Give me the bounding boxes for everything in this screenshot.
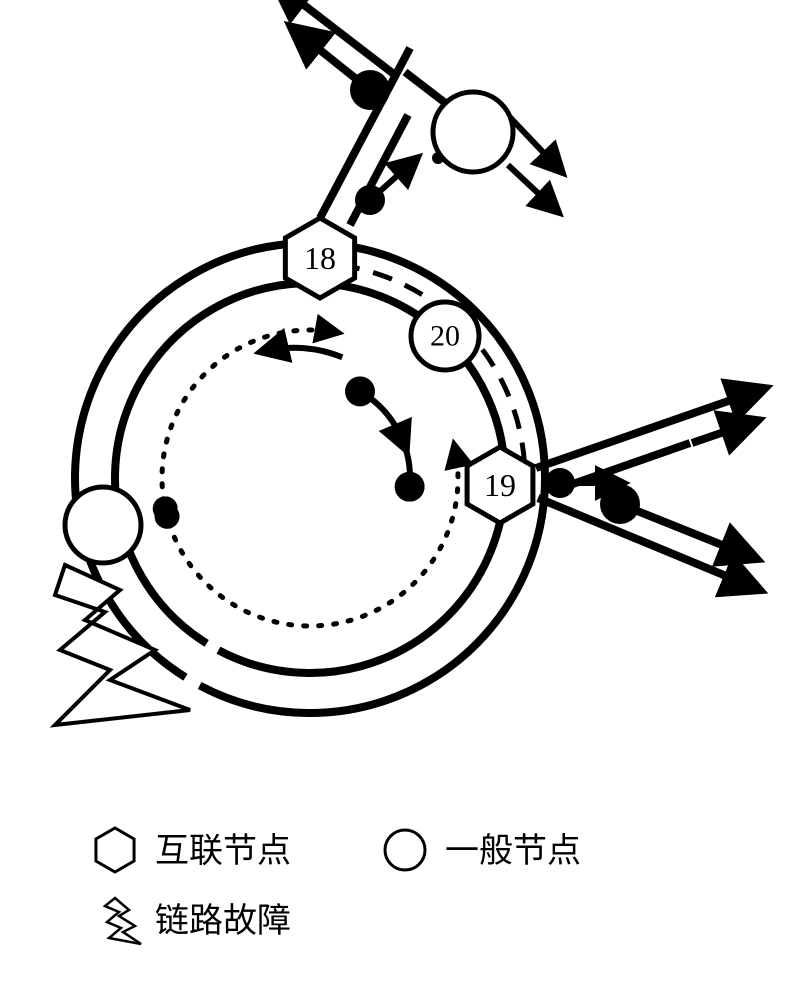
branch-top-left-inner	[295, 30, 370, 90]
dotted-arc-upper	[162, 330, 336, 516]
legend-circle-icon	[385, 830, 425, 870]
center-upper-arrow	[264, 348, 343, 358]
circle-node-20-label: 20	[430, 320, 460, 353]
legend-circle-label: 一般节点	[445, 832, 581, 870]
legend-hex-label: 互联节点	[155, 832, 291, 870]
branch-right-inner-upper-arrow	[692, 422, 753, 443]
legend-hex-icon	[96, 828, 134, 872]
hex-node-19-label: 19	[484, 467, 516, 503]
circle-node-left	[65, 487, 141, 563]
branch-top-to-circle	[405, 72, 448, 105]
network-diagram: 18 19 20 互联节点 一般节点链路故障	[0, 0, 785, 1000]
diagram-stage: 18 19 20 互联节点 一般节点链路故障	[0, 0, 785, 1000]
branch-right-inner-lower	[620, 504, 752, 557]
hex-node-18-label: 18	[304, 240, 336, 276]
circle-node-top	[433, 92, 513, 172]
lightning-icon	[55, 565, 190, 725]
legend-lightning-label: 链路故障	[155, 902, 291, 940]
branch-top-right-arrow2	[508, 165, 556, 210]
center-curve-arrow	[398, 431, 405, 447]
dotted-arc-lower	[165, 447, 458, 626]
legend-lightning-icon	[105, 898, 141, 944]
